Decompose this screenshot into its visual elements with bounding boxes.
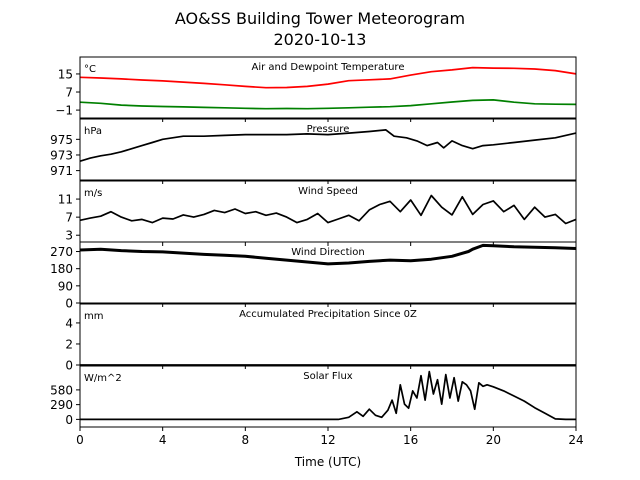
x-tick-label: 0 [76,433,84,447]
x-tick-label: 24 [568,433,583,447]
figure-title: AO&SS Building Tower Meteorogram [175,9,465,28]
y-tick-label: 3 [65,229,73,243]
y-tick-label: 4 [65,316,73,330]
panel-5: 0 2 4 mm Accumulated Precipitation Since 0Z [65,303,577,373]
panel-title: Solar Flux [303,371,353,382]
y-tick-label: 7 [65,86,73,100]
y-tick-label: 90 [58,279,73,293]
y-tick-label: 975 [50,133,73,147]
panel-1: −1 7 15 °C Air and Dewpoint Temperature [55,56,577,122]
y-tick-label: −1 [55,104,73,118]
y-tick-label: 11 [58,193,73,207]
y-tick-label: 7 [65,211,73,225]
panel-unit-label: mm [84,311,103,322]
y-tick-label: 2 [65,337,73,351]
panel-unit-label: °C [84,64,96,75]
panel-title: Accumulated Precipitation Since 0Z [239,309,417,320]
panel-unit-label: hPa [84,126,102,137]
panel-unit-label: W/m^2 [84,373,122,384]
y-tick-label: 270 [50,245,73,259]
y-tick-label: 15 [58,67,73,81]
time-axis: 0 4 8 12 16 20 24 [76,433,583,447]
y-tick-label: 971 [50,164,73,178]
x-tick-label: 12 [320,433,335,447]
panel-unit-label: m/s [84,188,102,199]
y-tick-label: 180 [50,262,73,276]
y-tick-label: 0 [65,359,73,373]
x-tick-label: 16 [403,433,418,447]
y-tick-label: 290 [50,398,73,412]
figure-subtitle: 2020-10-13 [274,30,367,49]
y-tick-label: 0 [65,413,73,427]
y-tick-label: 0 [65,297,73,311]
series-line-1 [79,129,577,163]
panel-title: Pressure [307,124,350,135]
series-line-1 [80,370,576,421]
x-axis-label: Time (UTC) [294,455,361,469]
panel-3: 3 7 11 m/s Wind Speed [58,180,577,246]
series-line-1 [79,194,577,225]
panel-title: Wind Direction [291,247,365,258]
series-line-1 [79,243,577,266]
series-line-2 [79,99,577,110]
panel-4: 0 90 180 270 Wind Direction [50,241,577,311]
x-tick-label: 8 [242,433,250,447]
y-tick-label: 973 [50,148,73,162]
panel-title: Wind Speed [298,186,358,197]
series-line-1 [79,66,577,89]
y-tick-label: 580 [50,383,73,397]
panel-title: Air and Dewpoint Temperature [252,62,405,73]
x-tick-label: 20 [486,433,501,447]
x-tick-label: 4 [159,433,167,447]
